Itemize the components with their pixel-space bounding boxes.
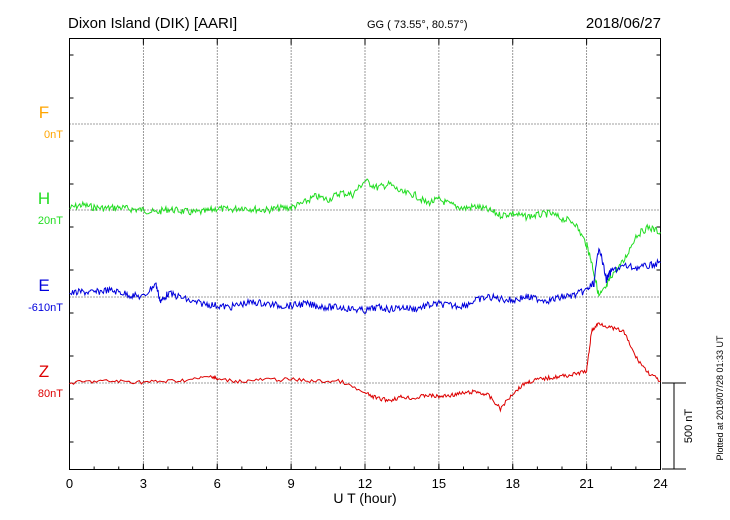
- x-tick-label: 21: [579, 476, 593, 491]
- x-tick-label: 3: [140, 476, 147, 491]
- component-label-h: H: [38, 189, 50, 208]
- station-title: Dixon Island (DIK) [AARI]: [68, 15, 237, 32]
- scale-bar: 500 nT: [662, 382, 695, 470]
- baseline-label-h: 20nT: [38, 215, 63, 227]
- series-line-e: [69, 247, 661, 315]
- x-tick-label: 6: [214, 476, 221, 491]
- component-label-f: F: [39, 103, 49, 122]
- x-axis-label: U T (hour): [333, 490, 396, 506]
- x-tick-label: 24: [653, 476, 667, 491]
- x-tick-label: 18: [506, 476, 520, 491]
- scale-bar-label: 500 nT: [683, 409, 695, 444]
- series-group: [69, 178, 661, 413]
- x-ticks: 0 3 6 9 12 15 18 21 24: [66, 38, 668, 491]
- baseline-label-f: 0nT: [44, 129, 63, 141]
- component-labels: F 0nT H 20nT E -610nT Z 80nT: [28, 103, 63, 400]
- date-label: 2018/06/27: [586, 15, 661, 32]
- x-tick-label: 9: [288, 476, 295, 491]
- x-tick-label: 0: [66, 476, 73, 491]
- series-line-z: [69, 322, 661, 413]
- x-tick-label: 15: [432, 476, 446, 491]
- x-tick-label: 12: [358, 476, 372, 491]
- component-label-e: E: [38, 276, 49, 295]
- plotted-at-note: Plotted at 2018/07/28 01:33 UT: [715, 335, 725, 461]
- coordinates-label: GG ( 73.55°, 80.57°): [367, 19, 468, 31]
- series-line-h: [69, 178, 661, 298]
- baseline-label-z: 80nT: [38, 388, 63, 400]
- grid-lines: [69, 38, 661, 470]
- baseline-label-e: -610nT: [28, 302, 63, 314]
- component-label-z: Z: [39, 362, 49, 381]
